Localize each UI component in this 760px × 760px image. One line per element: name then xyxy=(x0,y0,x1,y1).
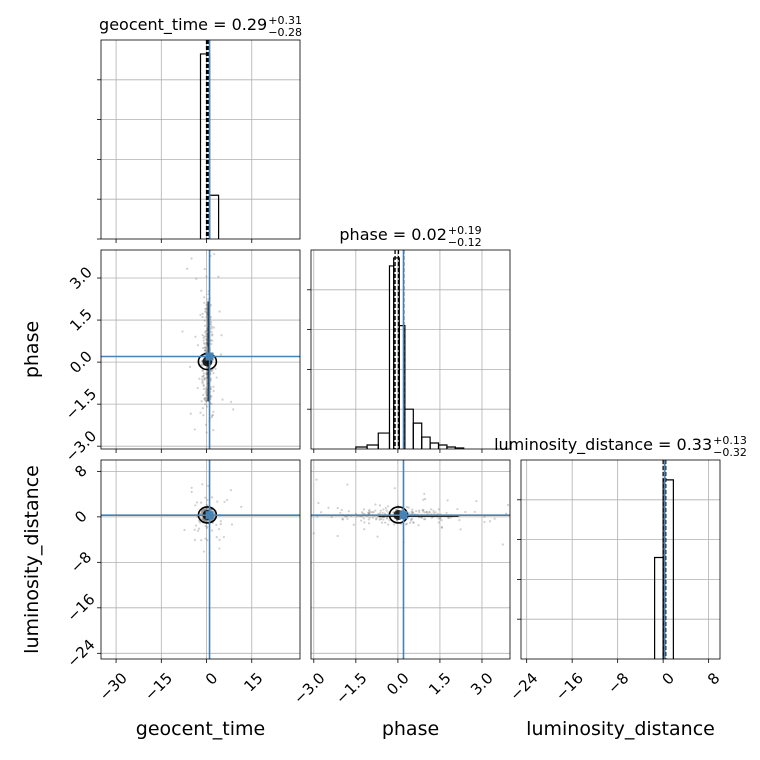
frame-phase-vs-geocent_time xyxy=(100,249,301,450)
x-tick-label: −3.0 xyxy=(290,669,328,707)
y-tick-labels-luminosity_distance: −24 −16 −8 0 8 luminosity_distance xyxy=(21,462,99,671)
x-tick-label: −1.5 xyxy=(332,669,370,707)
hist-frame-phase xyxy=(310,249,511,450)
title-minus-luminosity_distance: −0.32 xyxy=(713,446,747,459)
x-tick-label: −15 xyxy=(141,669,176,704)
x-tick-label: 0.0 xyxy=(383,669,413,699)
title-minus-phase: −0.12 xyxy=(448,236,482,249)
hist-bar-phase-12 xyxy=(454,447,465,449)
hist-bar-geocent_time-1 xyxy=(208,194,220,239)
x-tick-label: −8 xyxy=(604,669,632,697)
hist-bar-phase-9 xyxy=(429,442,440,449)
title-plus-geocent_time: +0.31 xyxy=(268,14,302,27)
title-luminosity_distance: luminosity_distance = 0.33 xyxy=(494,435,712,455)
hist-bar-phase-5 xyxy=(398,325,406,449)
hist-bar-phase-6 xyxy=(404,408,414,449)
y-tick-label: 1.5 xyxy=(66,305,96,335)
x-tick-label: −16 xyxy=(552,669,587,704)
panel-luminosity_distance-vs-phase xyxy=(310,459,511,663)
x-axis-label-luminosity_distance: luminosity_distance xyxy=(526,718,715,740)
title-phase: phase = 0.02 xyxy=(339,225,446,244)
x-tick-labels-geocent_time: −30 −15 0 15 geocent_time xyxy=(96,669,267,740)
y-tick-label: −8 xyxy=(67,548,95,576)
y-axis-label-luminosity_distance: luminosity_distance xyxy=(21,465,43,654)
hist-bar-phase-7 xyxy=(412,422,423,449)
title-minus-geocent_time: −0.28 xyxy=(268,26,302,39)
truth-marker xyxy=(399,511,408,520)
x-tick-label: 8 xyxy=(704,669,723,688)
hist-frame-luminosity_distance xyxy=(520,459,721,660)
y-tick-label: −1.5 xyxy=(62,385,100,423)
x-tick-label: 1.5 xyxy=(425,669,455,699)
hist-bar-phase-2 xyxy=(377,432,391,449)
x-axis-label-phase: phase xyxy=(382,718,439,740)
title-plus-phase: +0.19 xyxy=(448,224,482,237)
x-tick-label: 15 xyxy=(240,669,266,695)
y-tick-label: 0.0 xyxy=(66,347,96,377)
x-axis-label-geocent_time: geocent_time xyxy=(136,718,265,740)
y-tick-label: 3.0 xyxy=(66,263,96,293)
x-tick-labels-luminosity_distance: −24 −16 −8 0 8 luminosity_distance xyxy=(506,669,723,740)
x-tick-label: 0 xyxy=(658,669,677,688)
y-tick-label: −3.0 xyxy=(62,427,100,465)
hist-panel-phase: phase = 0.02 +0.19−0.12 xyxy=(307,224,511,453)
y-tick-label: −16 xyxy=(63,590,98,625)
hist-bar-phase-3 xyxy=(388,265,395,449)
x-tick-labels-phase: −3.0 −1.5 0.0 1.5 3.0 phase xyxy=(290,669,497,740)
y-axis-label-phase: phase xyxy=(21,321,43,378)
panel-phase-vs-geocent_time xyxy=(97,249,301,453)
title-geocent_time: geocent_time = 0.29 xyxy=(99,15,267,35)
x-tick-label: 0 xyxy=(202,669,221,688)
title-plus-luminosity_distance: +0.13 xyxy=(713,434,747,447)
x-tick-label: −30 xyxy=(96,669,131,704)
panel-luminosity_distance-vs-geocent_time xyxy=(97,459,301,663)
frame-luminosity_distance-vs-phase xyxy=(310,459,511,660)
y-tick-labels-phase: −3.0 −1.5 0.0 1.5 3.0 phase xyxy=(21,263,100,465)
hist-bar-phase-1 xyxy=(366,444,379,449)
y-tick-label: 8 xyxy=(71,462,90,481)
x-tick-label: −24 xyxy=(506,669,541,704)
hist-panel-luminosity_distance: luminosity_distance = 0.33 +0.13−0.32 xyxy=(494,434,747,663)
truth-marker xyxy=(205,511,214,520)
hist-frame-geocent_time xyxy=(100,39,301,240)
hist-panel-geocent_time: geocent_time = 0.29 +0.31−0.28 xyxy=(97,14,302,243)
hist-bar-luminosity_distance-0 xyxy=(654,556,664,659)
truth-marker xyxy=(205,352,214,361)
hist-bar-phase-8 xyxy=(421,436,431,449)
y-tick-label: −24 xyxy=(63,636,98,671)
y-tick-label: 0 xyxy=(71,507,90,526)
frame-luminosity_distance-vs-geocent_time xyxy=(100,459,301,660)
x-tick-label: 3.0 xyxy=(467,669,497,699)
